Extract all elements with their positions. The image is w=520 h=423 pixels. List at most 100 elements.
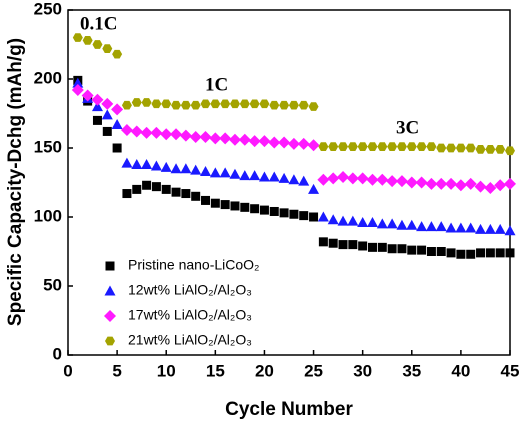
marker bbox=[170, 128, 183, 141]
marker bbox=[445, 177, 458, 190]
marker bbox=[210, 198, 220, 208]
marker bbox=[259, 99, 270, 109]
marker bbox=[72, 77, 84, 88]
marker bbox=[494, 179, 507, 192]
marker bbox=[505, 248, 515, 258]
marker bbox=[376, 218, 388, 229]
marker bbox=[494, 223, 506, 234]
y-tick-label: 50 bbox=[43, 275, 62, 294]
marker bbox=[318, 142, 329, 151]
marker bbox=[338, 240, 348, 250]
marker bbox=[376, 173, 389, 186]
legend-marker bbox=[104, 285, 116, 296]
marker bbox=[495, 248, 505, 258]
marker bbox=[269, 206, 279, 216]
marker bbox=[279, 208, 289, 218]
marker bbox=[230, 201, 240, 211]
marker bbox=[72, 33, 83, 42]
marker bbox=[171, 100, 182, 110]
marker bbox=[279, 100, 290, 110]
marker bbox=[229, 168, 241, 179]
marker bbox=[287, 137, 300, 150]
marker bbox=[318, 237, 328, 247]
marker bbox=[317, 211, 329, 222]
marker bbox=[201, 195, 211, 205]
marker bbox=[466, 249, 476, 259]
marker bbox=[495, 145, 506, 154]
marker bbox=[219, 167, 231, 178]
marker bbox=[317, 173, 330, 186]
marker bbox=[367, 142, 378, 151]
marker bbox=[258, 171, 270, 182]
marker bbox=[122, 189, 132, 199]
marker bbox=[476, 248, 486, 258]
marker bbox=[338, 142, 349, 151]
marker bbox=[298, 100, 309, 110]
marker bbox=[180, 163, 192, 174]
marker bbox=[436, 143, 447, 153]
marker bbox=[228, 133, 241, 146]
marker bbox=[220, 200, 230, 210]
x-tick-label: 25 bbox=[304, 361, 323, 380]
marker bbox=[150, 126, 163, 139]
y-tick-label: 0 bbox=[53, 344, 62, 363]
legend-label: Pristine nano-LiCoO₂ bbox=[128, 257, 260, 273]
marker bbox=[405, 176, 418, 189]
marker bbox=[396, 142, 407, 151]
marker bbox=[328, 238, 338, 248]
marker bbox=[288, 174, 300, 185]
marker bbox=[141, 98, 152, 107]
marker bbox=[209, 132, 222, 145]
marker bbox=[455, 222, 467, 233]
marker bbox=[170, 163, 182, 174]
marker bbox=[249, 170, 261, 181]
marker bbox=[484, 223, 496, 234]
x-tick-label: 45 bbox=[501, 361, 520, 380]
marker bbox=[278, 136, 291, 149]
marker bbox=[367, 242, 377, 252]
marker bbox=[348, 240, 358, 250]
marker bbox=[504, 177, 516, 190]
marker bbox=[210, 99, 221, 109]
marker bbox=[91, 101, 103, 112]
marker bbox=[92, 115, 102, 125]
marker bbox=[347, 142, 358, 151]
marker bbox=[101, 97, 114, 110]
x-tick-label: 5 bbox=[112, 361, 121, 380]
marker bbox=[101, 109, 113, 120]
marker bbox=[465, 222, 477, 233]
marker bbox=[160, 161, 172, 172]
x-tick-label: 0 bbox=[63, 361, 72, 380]
y-tick-label: 250 bbox=[34, 0, 62, 18]
legend-label: 17wt% LiAlO₂/Al₂O₃ bbox=[128, 307, 252, 323]
marker bbox=[387, 244, 397, 254]
marker bbox=[387, 142, 398, 151]
marker bbox=[464, 177, 477, 190]
marker bbox=[485, 248, 495, 258]
marker bbox=[240, 202, 250, 212]
marker bbox=[328, 142, 339, 151]
marker bbox=[426, 142, 437, 151]
marker bbox=[289, 209, 299, 219]
marker bbox=[112, 143, 122, 153]
marker bbox=[308, 102, 319, 111]
marker bbox=[269, 100, 280, 110]
marker bbox=[484, 182, 497, 195]
marker bbox=[485, 145, 496, 154]
x-tick-label: 20 bbox=[255, 361, 274, 380]
marker bbox=[141, 159, 153, 170]
x-tick-label: 35 bbox=[402, 361, 421, 380]
marker bbox=[120, 124, 133, 137]
marker bbox=[81, 89, 94, 102]
marker bbox=[111, 119, 123, 130]
marker bbox=[140, 126, 153, 139]
marker bbox=[425, 221, 437, 232]
annotation: 3C bbox=[396, 117, 419, 138]
y-axis-title: Specific Capacity-Dchg (mAh/g) bbox=[5, 38, 26, 326]
marker bbox=[191, 191, 201, 201]
marker bbox=[386, 175, 399, 188]
marker bbox=[456, 249, 466, 259]
legend-marker bbox=[104, 310, 116, 322]
marker bbox=[161, 184, 171, 194]
marker bbox=[250, 204, 260, 214]
